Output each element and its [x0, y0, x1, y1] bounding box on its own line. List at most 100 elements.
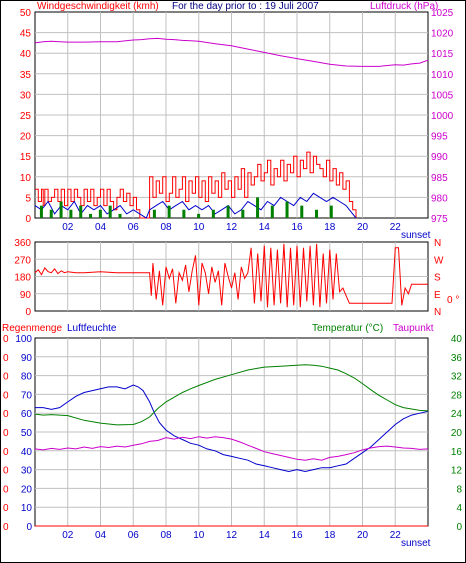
direction-tick-label: 90 [20, 290, 32, 301]
humidity-tick-label: 90 [21, 353, 33, 364]
wind-x-tick-label: 16 [291, 222, 303, 233]
wind-tick-label: 35 [20, 70, 32, 81]
wind-green-bar [118, 213, 122, 218]
rain-tick-label: 0 [3, 503, 9, 514]
humidity-tick-label: 30 [21, 466, 33, 477]
rain-tick-label: 0 [3, 353, 9, 364]
wind-green-bar [49, 209, 53, 218]
wind-grid [35, 12, 428, 218]
wind-x-tick-label: 14 [259, 222, 271, 233]
date-title: For the day prior to : 19 Juli 2007 [172, 1, 319, 12]
direction-compass-label: S [434, 273, 441, 284]
wind-green-bar [285, 201, 289, 218]
temperature-tick-label: 0 [456, 522, 462, 533]
wind-left-axis: 0 5 10 15 20 25 30 35 40 45 50 [20, 8, 32, 225]
humidity-x-tick-label: 22 [390, 530, 402, 541]
temperature-tick-label: 16 [451, 447, 463, 458]
wind-green-bar [211, 209, 215, 218]
wind-green-bar [152, 209, 156, 218]
average-line [34, 192, 357, 219]
rain-tick-label: 0 [3, 390, 9, 401]
rain-tick-label: 0 [3, 409, 9, 420]
humidity-tick-label: 60 [21, 409, 33, 420]
wind-x-axis: 02 04 06 08 10 12 14 16 18 20 22 [62, 222, 401, 233]
pressure-tick-label: 995 [431, 132, 448, 143]
pressure-right-axis: 975 980 985 990 995 1000 1005 1010 1015 1020 1025 [431, 8, 454, 225]
wind-green-bar [329, 205, 333, 218]
wind-green-bar [79, 205, 83, 218]
rain-axis: 0 0 0 0 0 0 0 0 0 0 0 [3, 334, 9, 533]
humidity-x-tick-label: 04 [95, 530, 107, 541]
humidity-tick-label: 80 [21, 372, 33, 383]
pressure-tick-label: 1020 [431, 29, 454, 40]
wind-x-tick-label: 22 [390, 222, 402, 233]
wind-green-bar [241, 209, 245, 218]
pressure-tick-label: 1000 [431, 111, 454, 122]
pressure-tick-label: 990 [431, 152, 448, 163]
humidity-x-tick-label: 10 [193, 530, 205, 541]
wind-green-bar [69, 209, 73, 218]
wind-tick-label: 5 [25, 193, 31, 204]
humidity-x-tick-label: 16 [291, 530, 303, 541]
direction-compass-label: N [434, 238, 441, 249]
humidity-tick-label: 40 [21, 447, 33, 458]
humidity-grid [35, 338, 428, 526]
direction-zero-label: 0 ° [447, 295, 459, 306]
rain-tick-label: 0 [3, 484, 9, 495]
wind-green-bar [98, 209, 102, 218]
wind-green-bar [59, 201, 63, 218]
temperature-tick-label: 28 [451, 390, 463, 401]
wind-tick-label: 40 [20, 49, 32, 60]
wind-x-tick-label: 10 [193, 222, 205, 233]
humidity-x-tick-label: 08 [160, 530, 172, 541]
humidity-x-tick-label: 06 [128, 530, 140, 541]
direction-grid [35, 242, 428, 311]
temperature-tick-label: 12 [451, 466, 463, 477]
wind-x-tick-label: 02 [62, 222, 74, 233]
direction-compass-label: W [434, 255, 444, 266]
humidity-tick-label: 70 [21, 390, 33, 401]
wind-green-bar [256, 197, 260, 218]
dewpoint-line [34, 436, 429, 461]
humidity-x-axis: 02 04 06 08 10 12 14 16 18 20 22 [62, 530, 401, 541]
pressure-tick-label: 1025 [431, 8, 454, 19]
humidity-x-tick-label: 12 [226, 530, 238, 541]
temperature-tick-label: 20 [451, 428, 463, 439]
wind-x-tick-label: 04 [95, 222, 107, 233]
rain-tick-label: 0 [3, 522, 9, 533]
direction-tick-label: 180 [14, 273, 31, 284]
wind-title: Windgeschwindigkeit (kmh) [37, 1, 159, 12]
wind-green-bar [39, 205, 43, 218]
temperature-tick-label: 40 [451, 334, 463, 345]
pressure-tick-label: 980 [431, 193, 448, 204]
rain-tick-label: 0 [3, 466, 9, 477]
direction-series [34, 243, 428, 308]
temperature-tick-label: 32 [451, 372, 463, 383]
rain-tick-label: 0 [3, 372, 9, 383]
direction-compass-label: N [434, 307, 441, 318]
rain-title: Regenmenge [2, 323, 62, 334]
temperature-line [34, 364, 429, 426]
wind-green-bar [197, 213, 201, 218]
humidity-tick-label: 20 [21, 484, 33, 495]
wind-tick-label: 45 [20, 29, 32, 40]
gust-line [35, 151, 357, 219]
rain-tick-label: 0 [3, 428, 9, 439]
humidity-x-tick-label: 18 [324, 530, 336, 541]
wind-green-bar [226, 205, 230, 218]
dewpoint-title: Taupunkt [393, 323, 434, 334]
wind-x-tick-label: 06 [128, 222, 140, 233]
wind-green-bar [108, 205, 112, 218]
humidity-x-tick-label: 02 [62, 530, 74, 541]
wind-green-bar [89, 213, 93, 218]
direction-left-axis: 0 90 180 270 360 [14, 238, 31, 318]
humidity-axis: 0 10 20 30 40 50 60 70 80 90 100 [15, 334, 32, 533]
pressure-tick-label: 975 [431, 214, 448, 225]
wind-x-tick-label: 08 [160, 222, 172, 233]
direction-tick-label: 0 [25, 307, 31, 318]
rain-tick-label: 0 [3, 447, 9, 458]
